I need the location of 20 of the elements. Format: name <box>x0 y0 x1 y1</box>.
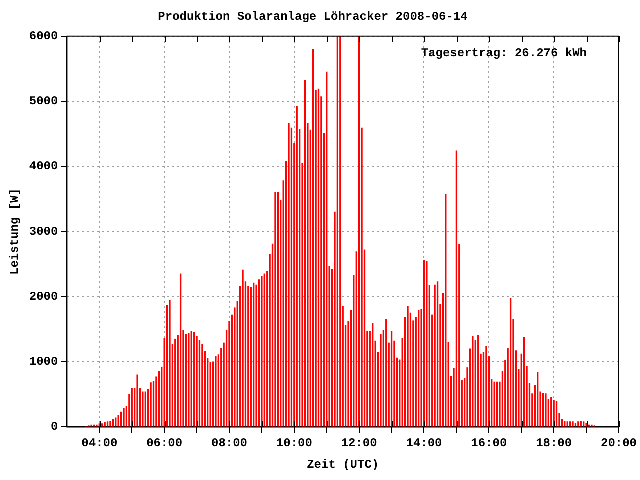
x-tick-label: 10:00 <box>276 436 312 450</box>
x-tick-label: 14:00 <box>406 436 442 450</box>
x-tick-label: 12:00 <box>341 436 378 450</box>
y-tick-label: 4000 <box>29 160 58 174</box>
y-tick-label: 5000 <box>29 94 58 109</box>
y-tick-label: 6000 <box>29 29 58 44</box>
x-axis-title: Zeit (UTC) <box>307 458 380 472</box>
x-tick-label: 20:00 <box>600 436 638 450</box>
y-axis-title: Leistung [W] <box>8 188 22 276</box>
y-tick-label: 1000 <box>29 355 58 370</box>
y-tick-label: 2000 <box>29 290 58 304</box>
x-tick-label: 04:00 <box>82 436 118 450</box>
y-tick-label: 0 <box>51 420 58 434</box>
x-tick-label: 08:00 <box>211 436 248 450</box>
annotation: Tagesertrag: 26.276 kWh <box>421 46 587 60</box>
y-tick-label: 3000 <box>29 224 58 239</box>
chart-title: Produktion Solaranlage Löhracker 2008-06-14 <box>158 10 468 24</box>
x-tick-label: 06:00 <box>146 436 183 450</box>
x-tick-label: 16:00 <box>471 436 508 450</box>
x-tick-label: 18:00 <box>536 436 572 450</box>
